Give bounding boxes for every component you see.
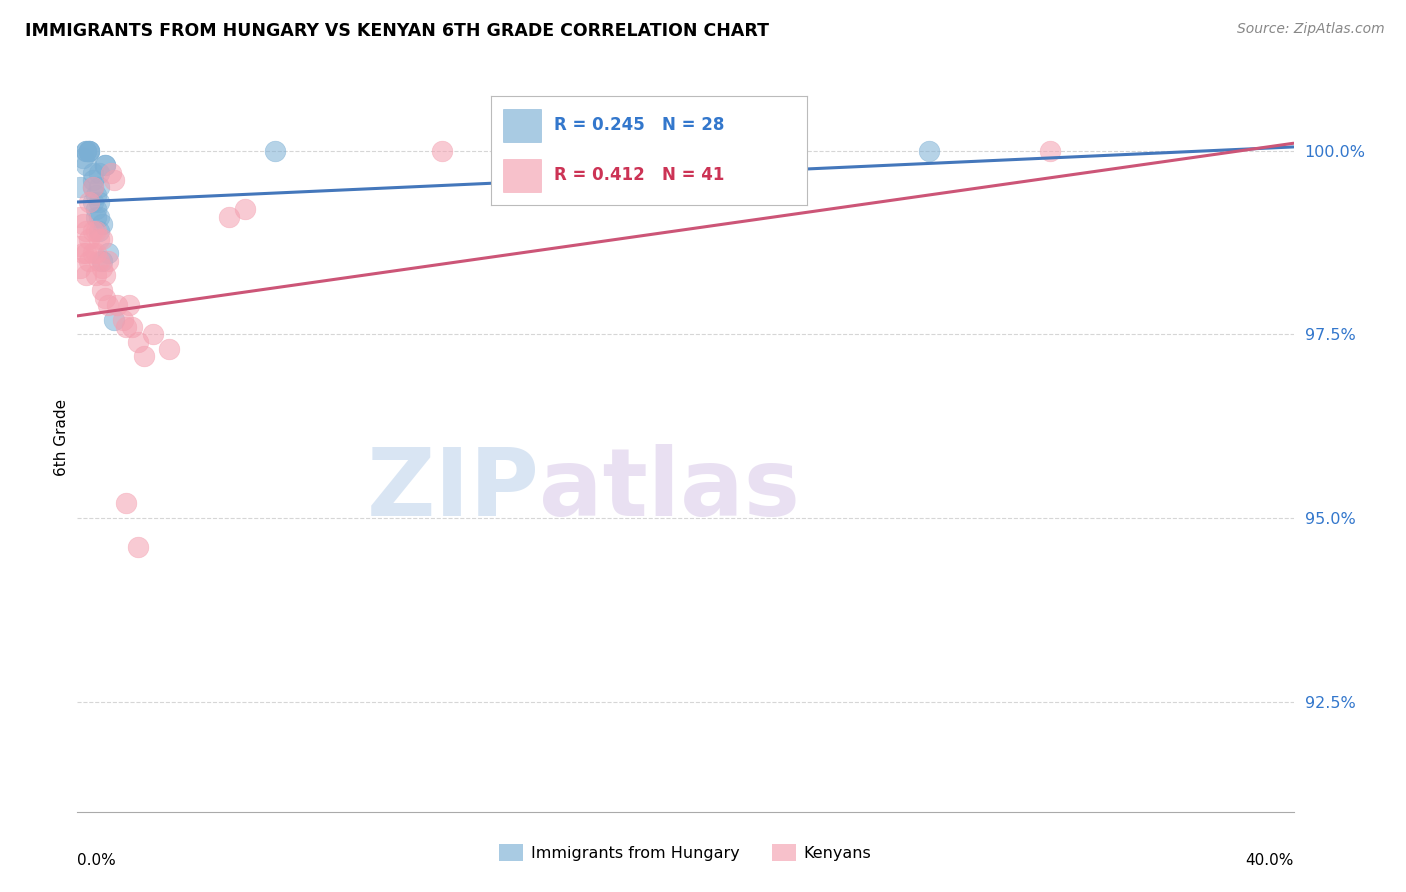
Point	[87, 210, 110, 224]
Point	[103, 312, 125, 326]
Point	[72, 151, 94, 165]
Point	[69, 210, 91, 224]
Point	[97, 253, 120, 268]
Point	[93, 158, 115, 172]
Point	[75, 144, 97, 158]
Text: IMMIGRANTS FROM HUNGARY VS KENYAN 6TH GRADE CORRELATION CHART: IMMIGRANTS FROM HUNGARY VS KENYAN 6TH GR…	[25, 22, 769, 40]
Point	[75, 144, 97, 158]
Y-axis label: 6th Grade: 6th Grade	[53, 399, 69, 475]
Point	[75, 158, 97, 172]
Point	[75, 246, 97, 260]
Point	[111, 312, 134, 326]
Text: atlas: atlas	[540, 443, 800, 535]
Point	[79, 144, 101, 158]
Point	[118, 298, 141, 312]
Point	[84, 224, 107, 238]
Point	[121, 319, 143, 334]
Point	[1039, 144, 1062, 158]
Point	[134, 349, 156, 363]
Point	[72, 217, 94, 231]
Text: 40.0%: 40.0%	[1246, 853, 1294, 868]
Point	[264, 144, 287, 158]
Point	[97, 246, 120, 260]
Point	[84, 202, 107, 217]
Point	[105, 298, 128, 312]
Point	[82, 180, 104, 194]
Point	[69, 239, 91, 253]
Text: Source: ZipAtlas.com: Source: ZipAtlas.com	[1237, 22, 1385, 37]
Point	[87, 224, 110, 238]
Point	[84, 210, 107, 224]
Point	[157, 342, 180, 356]
Point	[127, 334, 149, 349]
Point	[87, 232, 110, 246]
Point	[79, 253, 101, 268]
Point	[115, 319, 138, 334]
Text: 0.0%: 0.0%	[77, 853, 117, 868]
Point	[430, 144, 453, 158]
Point	[84, 246, 107, 260]
Point	[93, 158, 115, 172]
Point	[87, 180, 110, 194]
Point	[127, 541, 149, 555]
Point	[75, 224, 97, 238]
Point	[103, 173, 125, 187]
Point	[82, 180, 104, 194]
Point	[115, 496, 138, 510]
Point	[100, 166, 122, 180]
Point	[233, 202, 256, 217]
Point	[79, 232, 101, 246]
Text: ZIP: ZIP	[367, 443, 540, 535]
Point	[90, 283, 112, 297]
Point	[82, 224, 104, 238]
Point	[82, 194, 104, 209]
Point	[218, 210, 240, 224]
Point	[87, 194, 110, 209]
Point	[69, 261, 91, 276]
Point	[918, 144, 941, 158]
Point	[82, 246, 104, 260]
Point	[79, 144, 101, 158]
Point	[93, 291, 115, 305]
Point	[97, 298, 120, 312]
Point	[69, 180, 91, 194]
Point	[87, 253, 110, 268]
Point	[87, 166, 110, 180]
Point	[90, 217, 112, 231]
Point	[79, 194, 101, 209]
Point	[82, 166, 104, 180]
Legend: Immigrants from Hungary, Kenyans: Immigrants from Hungary, Kenyans	[494, 838, 877, 867]
Point	[90, 253, 112, 268]
Point	[90, 232, 112, 246]
Point	[142, 327, 165, 342]
Point	[79, 144, 101, 158]
Point	[82, 173, 104, 187]
Point	[84, 187, 107, 202]
Point	[75, 268, 97, 283]
Point	[72, 246, 94, 260]
Point	[90, 261, 112, 276]
Point	[84, 268, 107, 283]
Point	[93, 268, 115, 283]
